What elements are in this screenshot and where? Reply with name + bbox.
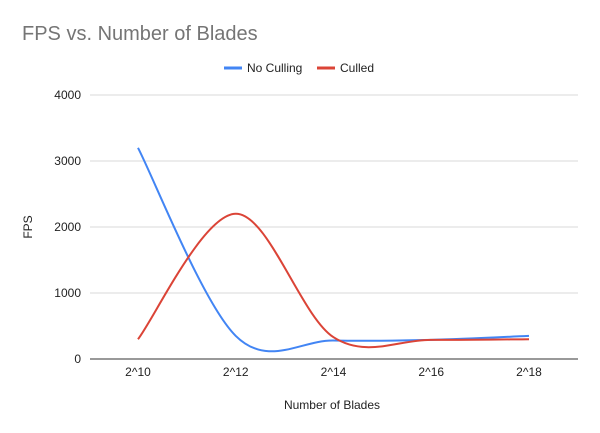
legend-label-no-culling: No Culling bbox=[247, 61, 302, 75]
y-axis-ticks: 0 1000 2000 3000 4000 bbox=[54, 88, 81, 366]
grid bbox=[90, 94, 578, 294]
x-tick-label: 2^18 bbox=[516, 365, 542, 379]
x-axis-ticks: 2^10 2^12 2^14 2^16 2^18 bbox=[125, 365, 542, 379]
series-line-no-culling bbox=[137, 147, 530, 353]
y-tick-label: 2000 bbox=[54, 220, 81, 234]
chart-title: FPS vs. Number of Blades bbox=[22, 23, 258, 45]
legend: No Culling Culled bbox=[224, 61, 374, 75]
y-tick-label: 1000 bbox=[54, 286, 81, 300]
y-tick-label: 0 bbox=[74, 352, 81, 366]
y-tick-label: 4000 bbox=[54, 88, 81, 102]
series-layer bbox=[137, 147, 530, 353]
y-tick-label: 3000 bbox=[54, 154, 81, 168]
x-tick-label: 2^12 bbox=[223, 365, 249, 379]
series-line-culled bbox=[137, 212, 530, 349]
legend-label-culled: Culled bbox=[340, 61, 374, 75]
x-axis-label: Number of Blades bbox=[284, 398, 380, 412]
y-axis-label: FPS bbox=[21, 215, 35, 238]
x-tick-label: 2^10 bbox=[125, 365, 151, 379]
x-tick-label: 2^14 bbox=[321, 365, 347, 379]
x-tick-label: 2^16 bbox=[418, 365, 444, 379]
